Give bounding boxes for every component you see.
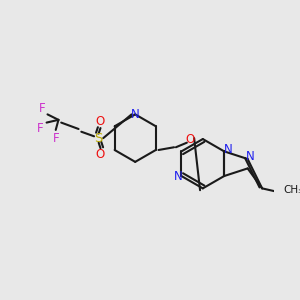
Text: O: O xyxy=(186,134,195,146)
Text: O: O xyxy=(96,115,105,128)
Text: S: S xyxy=(94,132,103,145)
Text: O: O xyxy=(96,148,105,161)
Text: F: F xyxy=(37,122,44,136)
Text: N: N xyxy=(224,143,232,156)
Text: N: N xyxy=(173,169,182,182)
Text: N: N xyxy=(246,150,255,163)
Text: F: F xyxy=(39,102,45,116)
Text: F: F xyxy=(52,132,59,145)
Text: N: N xyxy=(131,108,140,121)
Text: CH₃: CH₃ xyxy=(283,185,300,195)
